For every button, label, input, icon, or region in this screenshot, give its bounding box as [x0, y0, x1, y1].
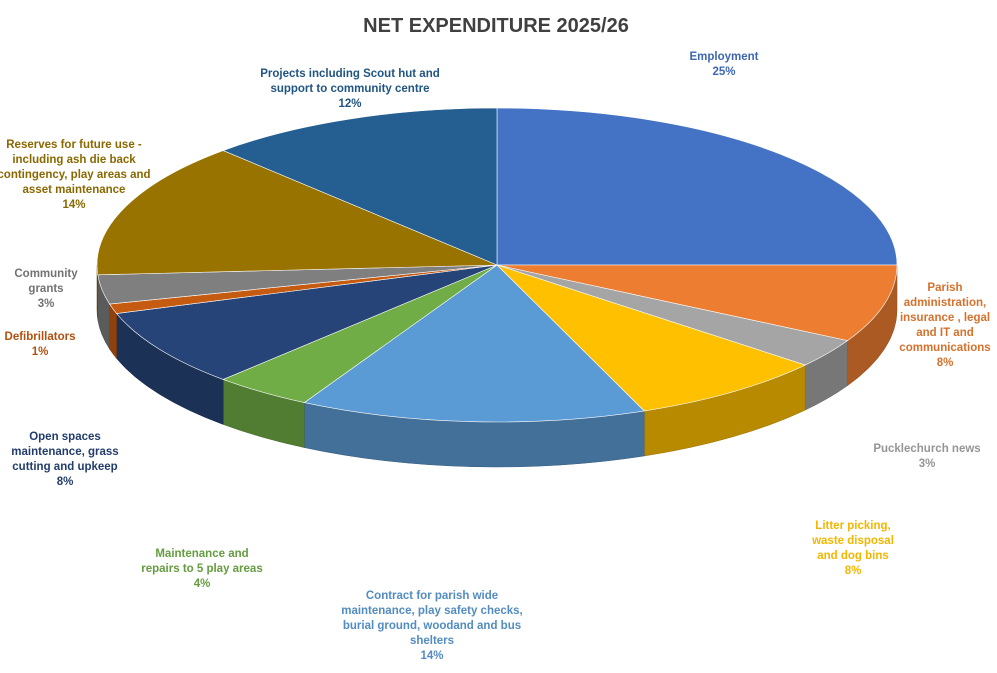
slice-label-10: Projects including Scout hut and support …	[260, 68, 440, 110]
slice-label-6: Open spaces maintenance, grass cutting and…	[11, 431, 118, 488]
slice-label-8: Community grants 3%	[14, 268, 78, 310]
slice-label-4: Contract for parish wide maintenance, pla…	[341, 590, 523, 662]
slice-label-1: Parish administration, insurance , legal an…	[899, 282, 990, 369]
slice-label-7: Defibrillators 1%	[5, 331, 76, 358]
pie-sides	[96, 264, 898, 468]
slice-4	[303, 264, 645, 423]
slice-0	[496, 107, 898, 266]
slice-3	[496, 264, 807, 412]
pie-labels: Employment 25% Parish administration, insura…	[0, 51, 991, 662]
slice-label-2: Pucklechurch news 3%	[873, 443, 980, 470]
slice-label-5: Maintenance and repairs to 5 play areas 4%	[141, 548, 262, 590]
slice-1	[496, 264, 898, 341]
slice-9	[96, 150, 498, 276]
slice-label-3: Litter picking, waste disposal and dog bin…	[811, 520, 894, 577]
pie-tops	[96, 107, 898, 423]
slice-label-0: Employment 25%	[689, 51, 758, 78]
slice-label-9: Reserves for future use -including ash d…	[0, 139, 151, 211]
chart-title: NET EXPENDITURE 2025/26	[363, 15, 629, 37]
slice-6	[115, 264, 498, 380]
slice-10	[222, 107, 498, 266]
